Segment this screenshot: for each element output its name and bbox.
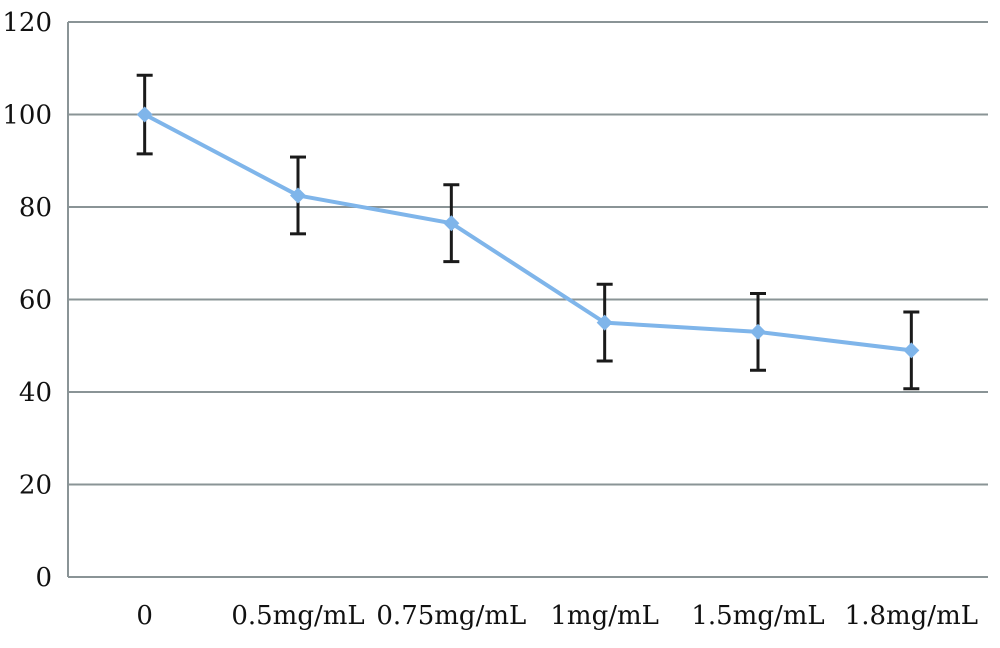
data-point-marker: [903, 342, 920, 359]
y-axis-ticks: 0 20 40 60 80 100 120: [2, 8, 52, 593]
gridlines: [67, 21, 988, 578]
error-bars: [136, 73, 920, 391]
x-tick-label: 1.8mg/mL: [845, 601, 978, 631]
y-tick-label: 80: [19, 193, 52, 223]
data-point-marker: [136, 106, 153, 123]
x-tick-label: 0: [136, 601, 153, 631]
x-axis-ticks: 0 0.5mg/mL 0.75mg/mL 1mg/mL 1.5mg/mL 1.8mg/mL: [136, 601, 978, 631]
y-tick-label: 60: [19, 286, 52, 316]
y-tick-label: 0: [35, 563, 52, 593]
series: [143, 112, 912, 353]
x-tick-label: 1.5mg/mL: [691, 601, 824, 631]
y-tick-label: 20: [19, 471, 52, 501]
data-point-marker: [596, 314, 613, 331]
series-line: [143, 112, 912, 353]
markers: [136, 106, 920, 359]
data-point-marker: [290, 187, 306, 204]
y-tick-label: 40: [19, 378, 52, 408]
x-tick-label: 1mg/mL: [550, 601, 659, 631]
y-tick-label: 120: [2, 8, 52, 38]
y-tick-label: 100: [2, 101, 52, 131]
x-tick-label: 0.5mg/mL: [231, 601, 364, 631]
data-point-marker: [443, 215, 460, 232]
x-tick-label: 0.75mg/mL: [376, 601, 526, 631]
data-point-marker: [750, 323, 766, 340]
